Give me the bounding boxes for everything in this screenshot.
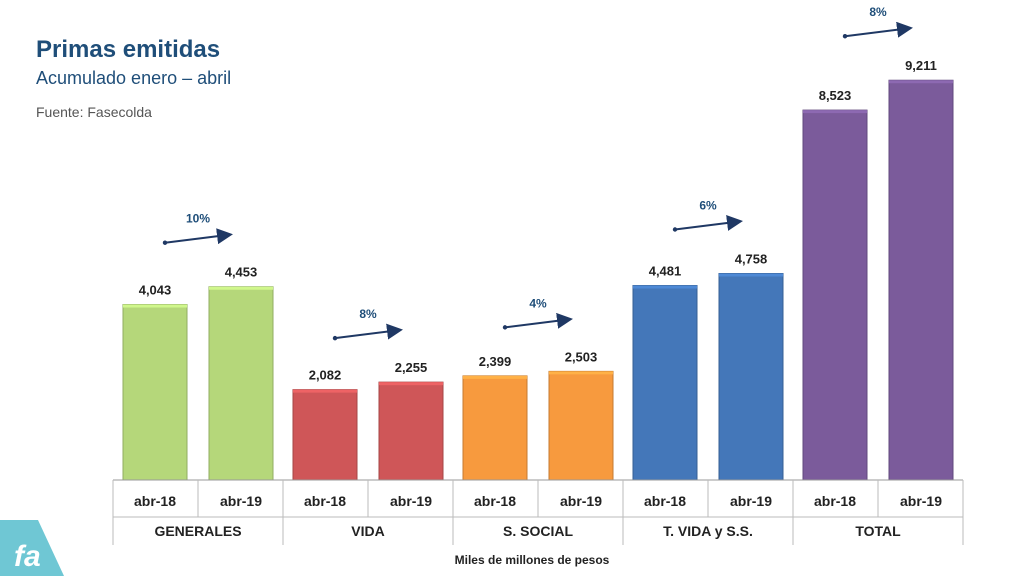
- data-label: 4,043: [139, 283, 172, 298]
- bar-0-0: [122, 304, 188, 481]
- unit-label: Miles de millones de pesos: [454, 553, 610, 567]
- data-label: 4,481: [649, 264, 682, 279]
- growth-arrow-dot: [162, 240, 168, 245]
- growth-arrow-dot: [672, 227, 678, 232]
- growth-arrow-dot: [502, 325, 508, 330]
- data-label: 4,453: [225, 265, 258, 280]
- tick-label-period: abr-19: [390, 493, 432, 509]
- bar-4-1: [888, 79, 954, 481]
- tick-label-group: TOTAL: [855, 523, 901, 539]
- bar-1-1: [378, 381, 444, 481]
- bar-4-0: [802, 109, 868, 481]
- bar-highlight: [209, 286, 273, 290]
- growth-label: 8%: [869, 5, 887, 19]
- data-label: 9,211: [905, 58, 937, 73]
- bar-highlight: [549, 371, 613, 375]
- bar-highlight: [293, 389, 357, 393]
- page-subtitle: Acumulado enero – abril: [36, 68, 232, 88]
- bar-2-0: [462, 375, 528, 481]
- bar-highlight: [719, 273, 783, 277]
- svg-text:fa: fa: [14, 540, 41, 573]
- bar-0-1: [208, 286, 274, 481]
- growth-arrow: [504, 312, 573, 329]
- data-label: 2,399: [479, 354, 512, 369]
- growth-arrow: [674, 215, 743, 231]
- source-note: Fuente: Fasecolda: [36, 104, 152, 120]
- bar-highlight: [889, 80, 953, 84]
- growth-label: 4%: [529, 296, 547, 310]
- tick-label-group: GENERALES: [154, 523, 241, 539]
- tick-label-group: S. SOCIAL: [503, 523, 573, 539]
- bar-highlight: [123, 304, 187, 308]
- data-label: 2,503: [565, 349, 598, 364]
- tick-label-group: T. VIDA y S.S.: [663, 523, 753, 539]
- tick-label-period: abr-18: [474, 493, 516, 509]
- growth-arrow: [164, 228, 233, 245]
- bar-highlight: [633, 285, 697, 289]
- tick-label-period: abr-18: [814, 493, 856, 509]
- tick-label-period: abr-19: [900, 493, 942, 509]
- growth-label: 10%: [186, 212, 210, 226]
- growth-arrow-dot: [842, 34, 848, 39]
- bar-highlight: [379, 382, 443, 386]
- bar-1-0: [292, 389, 358, 481]
- fa-logo-icon: fa: [0, 520, 64, 576]
- growth-label: 6%: [699, 199, 717, 213]
- page-title: Primas emitidas: [36, 36, 221, 63]
- data-label: 8,523: [819, 88, 852, 103]
- data-label: 2,255: [395, 360, 428, 375]
- growth-label: 8%: [359, 307, 377, 321]
- data-label: 2,082: [309, 368, 342, 383]
- bar-highlight: [463, 375, 527, 379]
- bar-highlight: [803, 110, 867, 114]
- tick-label-group: VIDA: [351, 523, 384, 539]
- tick-label-period: abr-18: [644, 493, 686, 509]
- growth-arrow-dot: [332, 335, 338, 341]
- tick-label-period: abr-19: [560, 493, 602, 509]
- data-label: 4,758: [735, 252, 768, 267]
- tick-label-period: abr-19: [730, 493, 772, 509]
- bar-2-1: [548, 370, 614, 481]
- tick-label-period: abr-18: [304, 493, 346, 509]
- bar-3-0: [632, 285, 698, 481]
- tick-label-period: abr-18: [134, 493, 176, 509]
- tick-label-period: abr-19: [220, 493, 262, 509]
- bar-3-1: [718, 273, 784, 481]
- growth-arrow: [334, 323, 403, 340]
- growth-arrow: [844, 21, 913, 38]
